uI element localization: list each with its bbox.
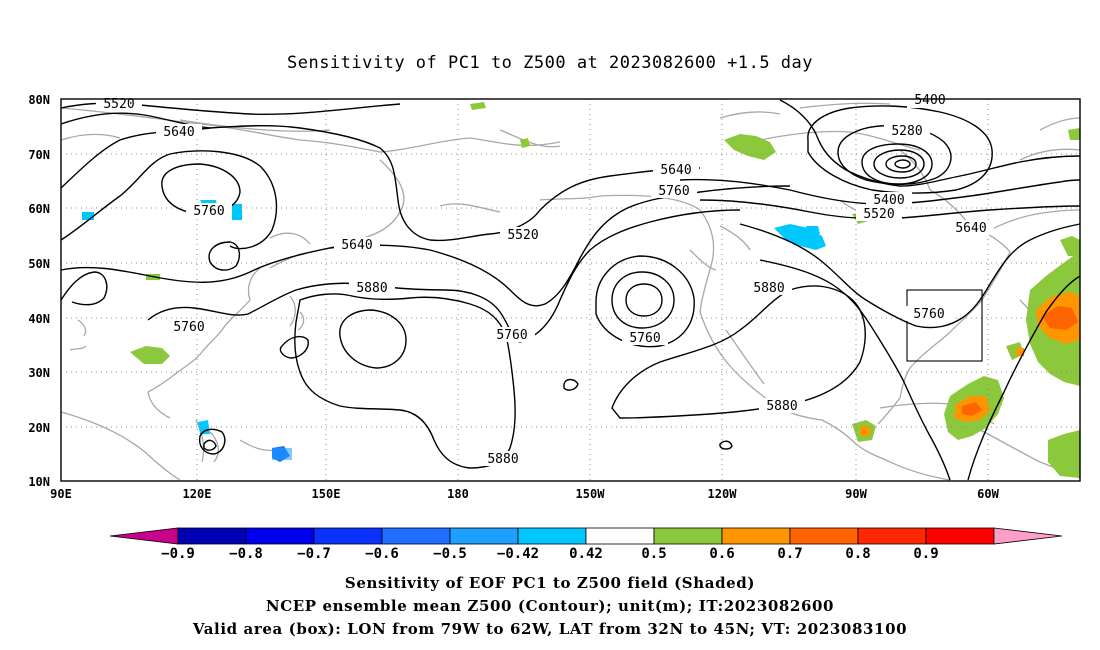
colorbar-segment — [449, 527, 519, 545]
svg-text:5760: 5760 — [496, 328, 527, 343]
contour-label: 5520 — [96, 96, 142, 112]
lon-label: 150W — [576, 487, 606, 501]
contour-label: 5760 — [651, 183, 697, 199]
contour-label: 5880 — [746, 280, 792, 296]
lat-label: 10N — [28, 475, 50, 489]
contour-label: 5280 — [884, 123, 930, 139]
colorbar-segment — [313, 527, 383, 545]
svg-text:5280: 5280 — [891, 124, 922, 139]
contour-label: 5880 — [349, 280, 395, 296]
colorbar-segment — [381, 527, 451, 545]
colorbar-tick-label: 0.9 — [913, 546, 938, 562]
lat-label: 40N — [28, 312, 50, 326]
lat-label: 70N — [28, 148, 50, 162]
svg-text:5520: 5520 — [103, 97, 134, 112]
svg-text:5880: 5880 — [356, 281, 387, 296]
lon-label: 90E — [50, 487, 72, 501]
colorbar: −0.9 −0.8 −0.7 −0.6 −0.5 −0.42 0.42 0.5 0.6 0.7 0.… — [109, 527, 1063, 562]
colorbar-segment — [177, 527, 247, 545]
colorbar-tick-label: 0.8 — [845, 546, 870, 562]
lat-label: 20N — [28, 421, 50, 435]
longitude-labels: 90E 120E 150E 180 150W 120W 90W 60W — [50, 487, 999, 501]
colorbar-tick-label: −0.9 — [161, 546, 195, 562]
contour-label: 5760 — [489, 327, 535, 343]
colorbar-tick-label: 0.42 — [569, 546, 603, 562]
colorbar-tick-label: −0.5 — [433, 546, 467, 562]
contour-label: 5760 — [166, 319, 212, 335]
contour-label: 5640 — [156, 124, 202, 140]
colorbar-tick-label: −0.8 — [229, 546, 263, 562]
colorbar-tick-label: 0.6 — [709, 546, 734, 562]
contour-label: 5640 — [334, 237, 380, 253]
svg-text:5760: 5760 — [173, 320, 204, 335]
colorbar-tick-label: −0.6 — [365, 546, 399, 562]
svg-text:5760: 5760 — [913, 307, 944, 322]
colorbar-segment — [857, 527, 927, 545]
colorbar-lower-extension — [109, 527, 179, 545]
caption-line-1: Sensitivity of EOF PC1 to Z500 field (Sh… — [345, 574, 755, 592]
lon-label: 60W — [977, 487, 999, 501]
contour-label: 5400 — [866, 192, 912, 208]
lon-label: 90W — [845, 487, 867, 501]
svg-text:5400: 5400 — [873, 193, 904, 208]
contour-label: 5760 — [906, 306, 952, 322]
svg-text:5520: 5520 — [507, 228, 538, 243]
contour-label: 5400 — [907, 93, 953, 108]
svg-text:5400: 5400 — [914, 93, 945, 108]
contour-label: 5760 — [186, 203, 232, 219]
valid-area-box — [906, 289, 983, 362]
svg-text:5760: 5760 — [658, 184, 689, 199]
svg-text:5880: 5880 — [487, 452, 518, 467]
lat-label: 50N — [28, 257, 50, 271]
caption-line-3: Valid area (box): LON from 79W to 62W, L… — [192, 620, 907, 638]
lon-label: 120W — [708, 487, 738, 501]
contour-label: 5880 — [759, 398, 805, 414]
contour-label: 5520 — [856, 206, 902, 222]
contour-labels: 5520 5640 5760 5640 5880 5760 5520 5760 … — [96, 93, 994, 467]
lat-label: 80N — [28, 93, 50, 107]
lat-label: 60N — [28, 202, 50, 216]
lon-label: 180 — [447, 487, 469, 501]
colorbar-tick-label: −0.7 — [297, 546, 331, 562]
colorbar-upper-extension — [993, 527, 1063, 545]
colorbar-segment — [653, 527, 723, 545]
svg-text:5880: 5880 — [753, 281, 784, 296]
contour-label: 5640 — [948, 220, 994, 236]
svg-text:5880: 5880 — [766, 399, 797, 414]
colorbar-segment — [245, 527, 315, 545]
contour-label: 5640 — [653, 162, 699, 178]
contour-label: 5880 — [480, 451, 526, 467]
colorbar-segment — [721, 527, 791, 545]
shaded-patches — [82, 102, 1080, 478]
colorbar-tick-label: −0.42 — [497, 546, 539, 562]
contour-label: 5520 — [500, 227, 546, 243]
colorbar-segment — [925, 527, 995, 545]
lon-label: 150E — [312, 487, 341, 501]
chart-title: Sensitivity of PC1 to Z500 at 2023082600… — [287, 53, 813, 73]
coastlines — [60, 102, 1081, 481]
svg-text:5640: 5640 — [163, 125, 194, 140]
svg-text:5640: 5640 — [660, 163, 691, 178]
caption-line-2: NCEP ensemble mean Z500 (Contour); unit(… — [266, 597, 834, 615]
colorbar-segment — [517, 527, 587, 545]
latitude-labels: 80N 70N 60N 50N 40N 30N 20N 10N — [28, 93, 50, 489]
colorbar-tick-label: 0.5 — [641, 546, 666, 562]
colorbar-segment — [789, 527, 859, 545]
contour-label: 5760 — [622, 330, 668, 346]
colorbar-tick-label: 0.7 — [777, 546, 802, 562]
svg-text:5640: 5640 — [341, 238, 372, 253]
map-panel: 5520 5640 5760 5640 5880 5760 5520 5760 … — [60, 93, 1081, 482]
svg-text:5640: 5640 — [955, 221, 986, 236]
colorbar-segment — [585, 527, 655, 545]
svg-text:5520: 5520 — [863, 207, 894, 222]
lat-label: 30N — [28, 366, 50, 380]
lon-label: 120E — [183, 487, 212, 501]
svg-text:5760: 5760 — [629, 331, 660, 346]
svg-text:5760: 5760 — [193, 204, 224, 219]
